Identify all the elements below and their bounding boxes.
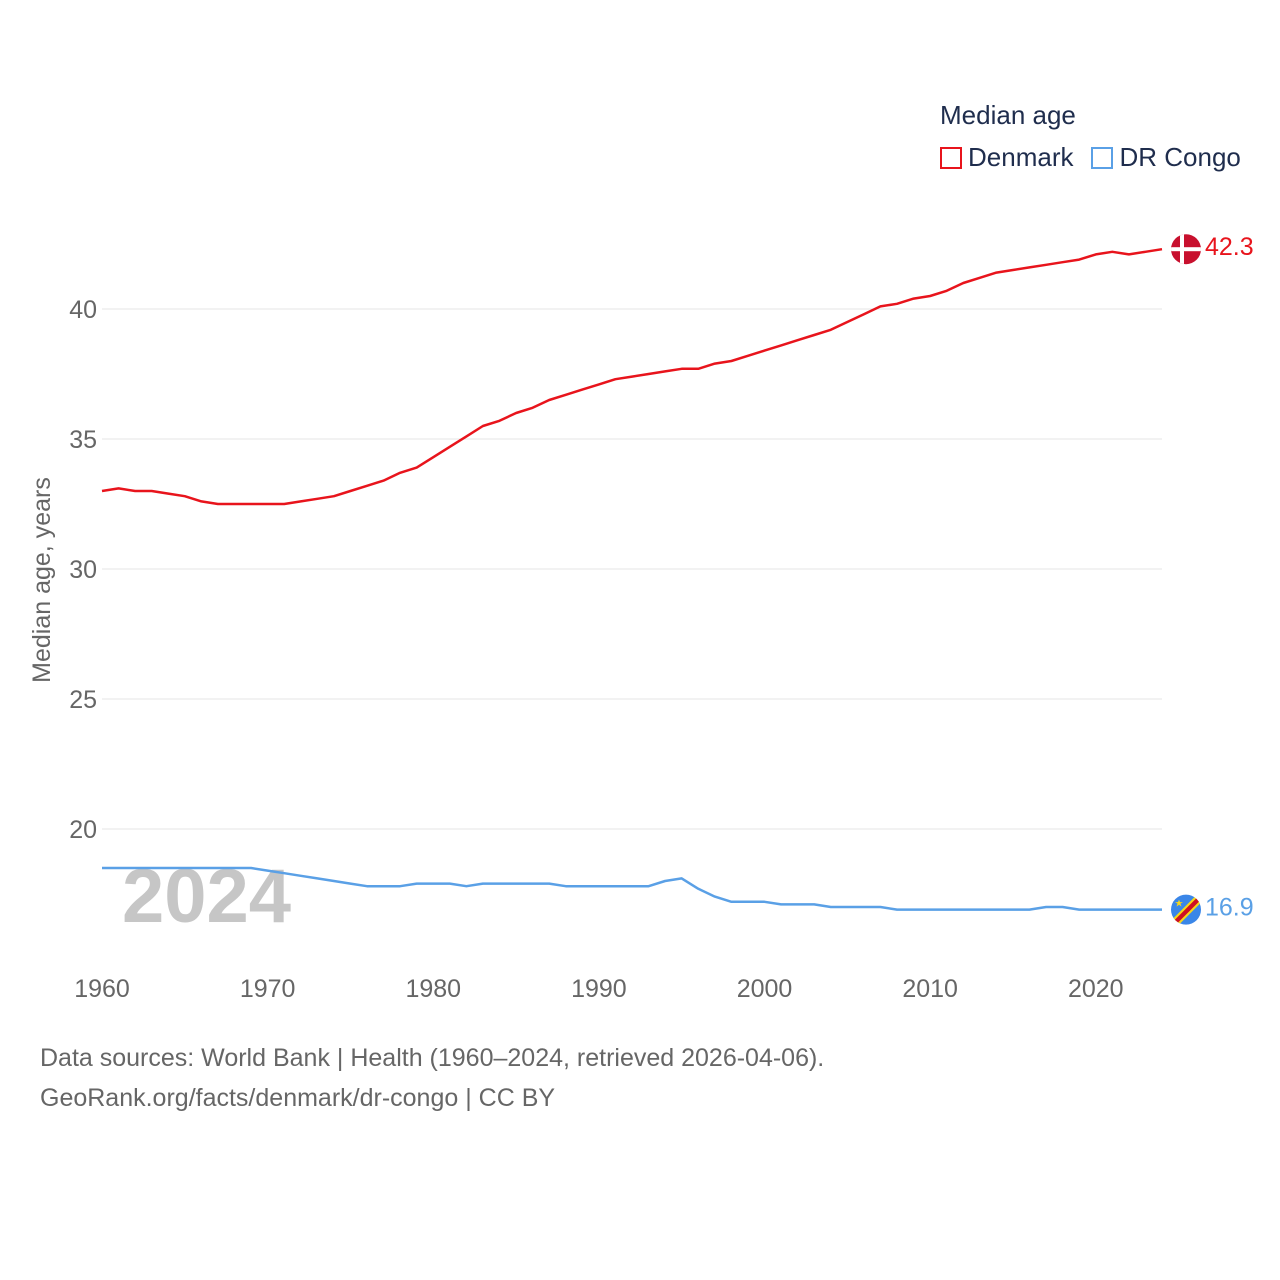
x-axis-ticks: 1960 1970 1980 1990 2000 2010 2020 xyxy=(74,975,1123,1003)
grid-lines xyxy=(102,308,1162,830)
x-tick-label: 1980 xyxy=(405,975,461,1003)
y-tick-label: 25 xyxy=(69,686,97,714)
legend-label-denmark: Denmark xyxy=(968,142,1074,172)
attribution-line: GeoRank.org/facts/denmark/dr-congo | CC … xyxy=(40,1084,556,1112)
denmark-line xyxy=(101,247,1163,506)
y-tick-label: 40 xyxy=(69,296,97,324)
y-tick-label: 35 xyxy=(69,426,97,454)
legend-label-dr-congo: DR Congo xyxy=(1119,142,1241,172)
end-markers: 42.3 16.9 xyxy=(1171,233,1254,925)
x-tick-label: 2010 xyxy=(902,975,958,1003)
data-source-line: Data sources: World Bank | Health (1960–… xyxy=(40,1044,825,1072)
dr-congo-line xyxy=(102,866,1162,911)
y-tick-label: 30 xyxy=(69,556,97,584)
dr-congo-flag-icon xyxy=(1171,894,1201,925)
x-tick-label: 1990 xyxy=(571,975,627,1003)
dr-congo-end-value: 16.9 xyxy=(1205,894,1254,922)
y-axis-ticks: 20 25 30 35 40 xyxy=(69,296,97,844)
series-lines xyxy=(101,247,1163,911)
x-tick-label: 2000 xyxy=(737,975,793,1003)
denmark-end-value: 42.3 xyxy=(1205,233,1254,261)
x-tick-label: 2020 xyxy=(1068,975,1124,1003)
legend-swatch-denmark xyxy=(940,146,962,169)
legend: Denmark DR Congo xyxy=(940,142,1259,173)
x-tick-label: 1960 xyxy=(74,975,130,1003)
x-tick-label: 1970 xyxy=(240,975,296,1003)
y-axis-label: Median age, years xyxy=(28,477,56,683)
legend-item-denmark[interactable]: Denmark xyxy=(940,142,1073,173)
legend-title: Median age xyxy=(940,100,1076,130)
denmark-flag-icon xyxy=(1171,234,1201,265)
y-tick-label: 20 xyxy=(69,816,97,844)
legend-swatch-dr-congo xyxy=(1091,146,1114,169)
legend-item-dr-congo[interactable]: DR Congo xyxy=(1091,142,1241,173)
